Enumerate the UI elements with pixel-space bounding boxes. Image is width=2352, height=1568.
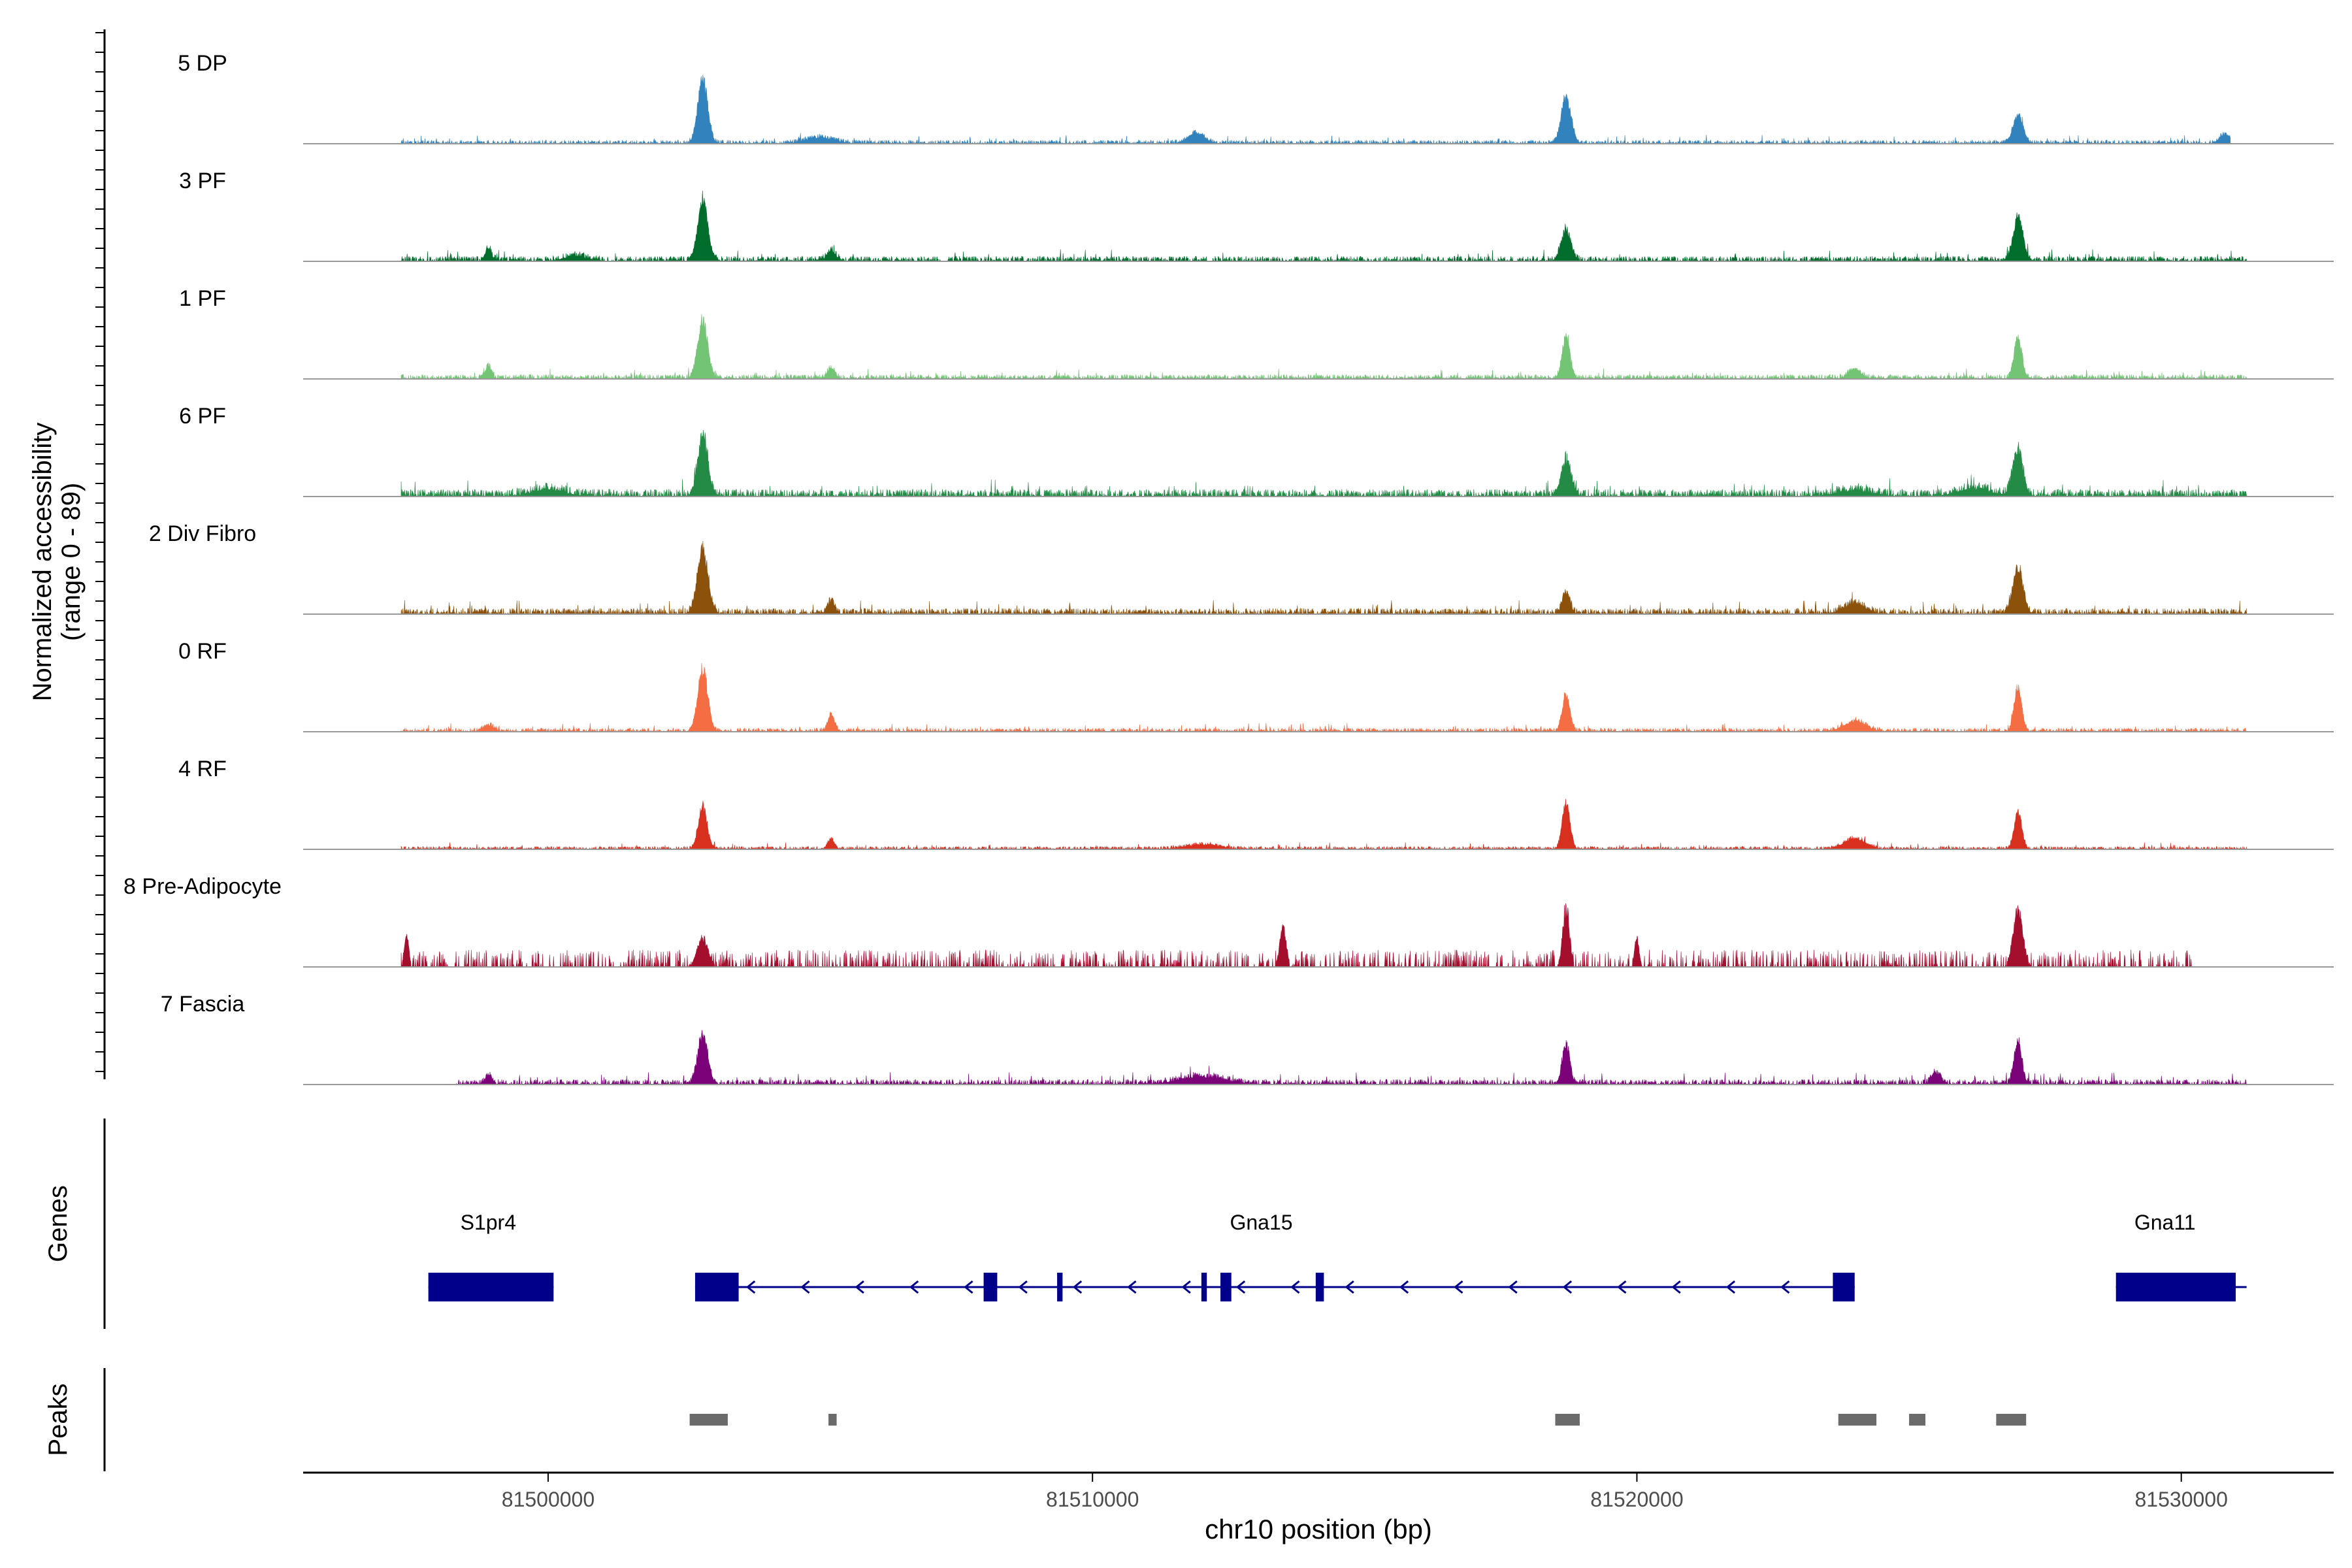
- strand-arrow: [800, 1280, 810, 1294]
- strand-arrow: [1454, 1280, 1463, 1294]
- strand-arrow: [855, 1280, 864, 1294]
- x-axis-label: chr10 position (bp): [1205, 1514, 1432, 1544]
- track-label: 8 Pre-Adipocyte: [123, 874, 282, 899]
- strand-arrow: [1508, 1280, 1518, 1294]
- exon: [1833, 1273, 1855, 1301]
- coverage-area: [455, 1030, 2247, 1086]
- track-0-rf: 0 RF: [178, 639, 2334, 733]
- strand-arrow: [1345, 1280, 1354, 1294]
- exon: [1315, 1273, 1324, 1301]
- peak-region: [1838, 1414, 1877, 1426]
- exon: [694, 1273, 739, 1301]
- strand-arrow: [1181, 1280, 1191, 1294]
- strand-arrow: [1235, 1280, 1246, 1294]
- peak-regions: [689, 1414, 2027, 1426]
- track-7-fascia: 7 Fascia: [161, 992, 2334, 1086]
- strand-arrow: [1127, 1280, 1137, 1294]
- strand-arrow: [964, 1280, 973, 1294]
- strand-arrow: [1072, 1280, 1083, 1294]
- peaks-panel: Peaks: [44, 1368, 2027, 1471]
- strand-arrow: [1725, 1280, 1736, 1294]
- coverage-area: [400, 798, 2247, 851]
- strand-arrow: [1671, 1280, 1681, 1294]
- track-3-pf: 3 PF: [179, 169, 2334, 263]
- track-8-pre-adipocyte: 8 Pre-Adipocyte: [123, 874, 2334, 968]
- gene-gna15: Gna15: [694, 1211, 1855, 1301]
- gene-annotations: S1pr4 Gna15 Gna11: [428, 1211, 2247, 1301]
- y-axis-range-label: (range 0 - 89): [57, 483, 86, 641]
- strand-arrow: [1562, 1280, 1573, 1294]
- gene-s1pr4: S1pr4: [428, 1211, 554, 1301]
- coverage-area: [400, 430, 2247, 497]
- peak-region: [1555, 1414, 1580, 1426]
- y-axis-label: Normalized accessibility: [28, 423, 57, 702]
- track-label: 7 Fascia: [161, 992, 245, 1017]
- coverage-area: [400, 190, 2247, 263]
- genes-panel: Genes S1pr4 Gna15 Gna11: [44, 1119, 2247, 1329]
- track-label: 0 RF: [178, 639, 227, 664]
- exon: [2115, 1273, 2236, 1301]
- track-1-pf: 1 PF: [179, 286, 2334, 380]
- strand-arrow: [745, 1280, 756, 1294]
- x-tick-label: 81500000: [502, 1488, 595, 1511]
- exon: [983, 1273, 998, 1301]
- coverage-area: [400, 903, 2193, 968]
- genes-axis-label: Genes: [44, 1185, 73, 1262]
- strand-arrow: [1018, 1280, 1028, 1294]
- peak-region: [828, 1414, 837, 1426]
- exon: [1057, 1273, 1063, 1301]
- track-label: 2 Div Fibro: [149, 521, 256, 546]
- gene-gna11: Gna11: [2115, 1211, 2247, 1301]
- exon: [1201, 1273, 1207, 1301]
- strand-arrow: [1290, 1280, 1300, 1294]
- strand-arrow: [909, 1280, 919, 1294]
- track-5-dp: 5 DP: [178, 51, 2334, 145]
- x-tick-label: 81530000: [2135, 1488, 2228, 1511]
- coverage-area: [400, 662, 2247, 733]
- x-axis: 81500000 81510000 81520000 81530000: [303, 1471, 2334, 1511]
- track-label: 6 PF: [179, 404, 226, 429]
- coverage-area: [400, 314, 2247, 380]
- peak-region: [1909, 1414, 1926, 1426]
- x-tick-label: 81510000: [1046, 1488, 1139, 1511]
- gene-label: Gna15: [1230, 1211, 1292, 1234]
- coverage-area: [400, 540, 2247, 615]
- strand-arrow: [1780, 1280, 1790, 1294]
- accessibility-y-axis: [95, 29, 106, 1079]
- track-2-div-fibro: 2 Div Fibro: [149, 521, 2334, 615]
- track-label: 5 DP: [178, 51, 227, 76]
- gene-label: Gna11: [2134, 1211, 2196, 1234]
- strand-arrow: [1399, 1280, 1409, 1294]
- exon: [1220, 1273, 1232, 1301]
- track-label: 3 PF: [179, 169, 226, 193]
- coverage-area: [400, 74, 2230, 145]
- track-4-rf: 4 RF: [178, 757, 2334, 851]
- x-tick-label: 81520000: [1590, 1488, 1683, 1511]
- coverage-tracks: 5 DP 3 PF 1 PF 6 PF 2 Div Fibro 0 RF 4 RF 8 Pre…: [123, 51, 2334, 1086]
- peaks-axis-label: Peaks: [44, 1383, 73, 1456]
- peak-region: [1996, 1414, 2027, 1426]
- gene-label: S1pr4: [461, 1211, 516, 1234]
- track-label: 1 PF: [179, 286, 226, 311]
- track-label: 4 RF: [178, 757, 227, 781]
- track-6-pf: 6 PF: [179, 404, 2334, 497]
- exon: [428, 1273, 554, 1301]
- peak-region: [689, 1414, 728, 1426]
- strand-arrow: [1617, 1280, 1627, 1294]
